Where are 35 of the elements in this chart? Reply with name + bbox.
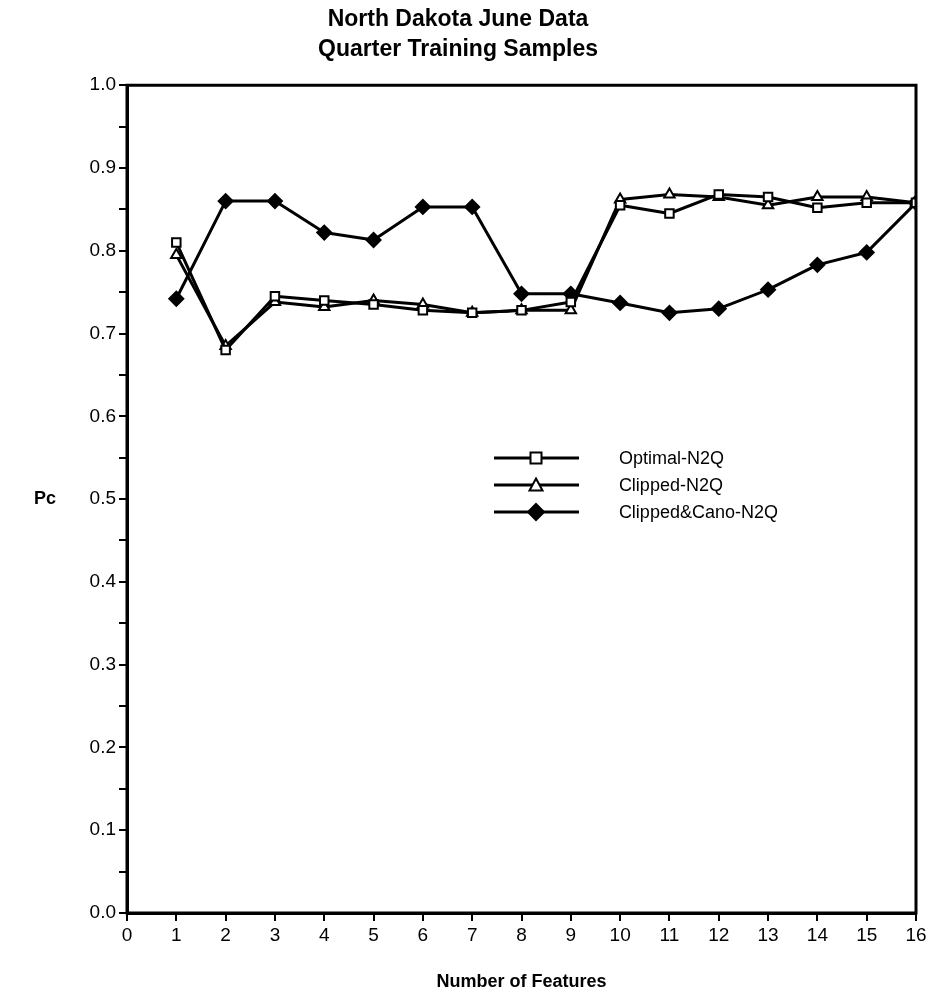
x-tick-label: 15 <box>856 923 878 945</box>
y-axis-title: Pc <box>33 488 57 509</box>
y-tick-label: 0.2 <box>89 735 116 757</box>
y-tick-label: 0.1 <box>89 818 116 840</box>
x-tick-label: 14 <box>806 923 829 945</box>
y-tick-label: 0.0 <box>89 901 116 923</box>
y-tick-label: 1.0 <box>89 73 116 95</box>
y-tick-label: 0.4 <box>89 570 117 592</box>
x-tick-label: 10 <box>609 923 631 945</box>
x-tick-label: 0 <box>121 923 133 945</box>
x-tick-label: 4 <box>318 923 330 945</box>
x-tick-label: 6 <box>417 923 429 945</box>
x-axis-title: Number of Features <box>436 971 607 992</box>
x-tick-label: 12 <box>708 923 730 945</box>
x-tick-label: 5 <box>368 923 379 945</box>
chart-subtitle: Quarter Training Samples <box>318 34 598 61</box>
y-tick-label: 0.8 <box>89 238 116 260</box>
x-tick-label: 16 <box>905 923 927 945</box>
x-tick-label: 7 <box>466 923 478 945</box>
y-tick-label: 0.5 <box>89 487 116 509</box>
y-tick-label: 0.7 <box>89 321 116 343</box>
y-tick-label: 0.6 <box>89 404 116 426</box>
x-tick-label: 13 <box>757 923 779 945</box>
legend-label: Optimal-N2Q <box>618 447 724 469</box>
chart-title: North Dakota June Data <box>327 5 589 32</box>
legend-label: Clipped-N2Q <box>618 474 723 496</box>
x-tick-label: 8 <box>516 923 527 945</box>
x-tick-label: 9 <box>565 923 577 945</box>
x-tick-label: 3 <box>269 923 281 945</box>
legend-label: Clipped&Cano-N2Q <box>618 501 778 523</box>
y-tick-label: 0.3 <box>89 652 116 674</box>
x-tick-label: 1 <box>171 923 182 945</box>
x-tick-label: 11 <box>659 923 680 945</box>
y-tick-label: 0.9 <box>89 156 116 178</box>
x-tick-label: 2 <box>220 923 231 945</box>
